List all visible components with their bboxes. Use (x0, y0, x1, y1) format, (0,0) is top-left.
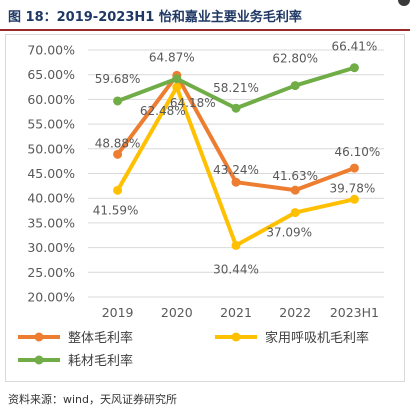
y-tick-label: 30.00% (27, 240, 75, 255)
legend-marker (34, 355, 44, 365)
data-label: 62.80% (272, 52, 318, 66)
y-tick-label: 50.00% (27, 141, 75, 156)
data-point (290, 185, 300, 195)
legend-label: 整体毛利率 (68, 330, 133, 346)
source-note: 资料来源：wind，天风证券研究所 (8, 393, 178, 406)
data-point (113, 149, 123, 159)
y-tick-label: 25.00% (27, 265, 75, 280)
y-tick-label: 70.00% (27, 43, 75, 58)
data-label: 43.24% (213, 163, 259, 177)
data-label: 41.63% (272, 169, 318, 183)
x-tick-label: 2021 (220, 305, 252, 320)
legend-label: 家用呼吸机毛利率 (265, 330, 369, 346)
legend-marker (34, 332, 44, 342)
data-point (349, 63, 359, 73)
data-point (231, 103, 241, 113)
data-point (113, 185, 123, 195)
y-tick-label: 65.00% (27, 67, 75, 82)
data-point (113, 96, 123, 106)
data-label: 39.78% (330, 181, 376, 195)
chart-frame (5, 34, 405, 382)
data-label: 37.09% (266, 226, 312, 240)
data-label: 48.88% (95, 136, 141, 150)
y-tick-label: 20.00% (27, 290, 75, 305)
data-point (231, 240, 241, 250)
data-label: 64.18% (170, 96, 216, 110)
y-tick-label: 35.00% (27, 215, 75, 230)
x-tick-label: 2023H1 (330, 305, 379, 320)
data-label: 66.41% (332, 40, 378, 54)
x-tick-label: 2022 (279, 305, 311, 320)
title-bar: 图 18：2019-2023H1 怡和嘉业主要业务毛利率 (0, 0, 410, 31)
x-tick-label: 2019 (102, 305, 134, 320)
data-label: 41.59% (93, 203, 139, 217)
legend-marker (231, 332, 241, 342)
y-tick-label: 60.00% (27, 92, 75, 107)
data-point (290, 208, 300, 218)
data-label: 64.87% (149, 50, 195, 64)
data-label: 62.48% (140, 104, 186, 118)
data-point (172, 74, 182, 84)
data-point (290, 81, 300, 91)
data-point (349, 163, 359, 173)
y-tick-label: 45.00% (27, 166, 75, 181)
figure-title: 图 18：2019-2023H1 怡和嘉业主要业务毛利率 (8, 10, 302, 25)
data-point (349, 194, 359, 204)
data-point (231, 177, 241, 187)
y-tick-label: 55.00% (27, 117, 75, 132)
y-tick-label: 40.00% (27, 191, 75, 206)
line-chart: 20.00% 25.00% 30.00% 35.00% 40.00% 45.00% 50.0… (18, 40, 384, 369)
data-label: 30.44% (213, 262, 259, 276)
legend-label: 耗材毛利率 (68, 353, 133, 369)
data-point (172, 82, 182, 92)
data-label: 59.68% (95, 72, 141, 86)
x-tick-label: 2020 (161, 305, 193, 320)
data-label: 58.21% (213, 81, 259, 95)
corner-dot-icon (398, 0, 410, 6)
data-label: 46.10% (335, 145, 381, 159)
